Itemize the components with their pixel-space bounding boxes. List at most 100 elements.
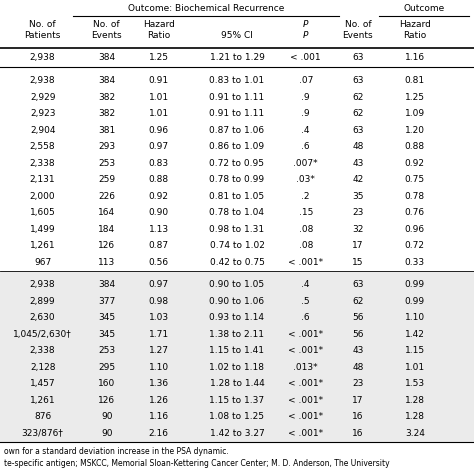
Text: .6: .6 — [301, 142, 310, 151]
Text: 1.28 to 1.44: 1.28 to 1.44 — [210, 379, 264, 388]
Text: 16: 16 — [352, 412, 364, 421]
Text: 184: 184 — [98, 225, 115, 234]
Text: 0.92: 0.92 — [149, 192, 169, 201]
Text: 2,923: 2,923 — [30, 109, 55, 118]
Text: 384: 384 — [98, 53, 115, 62]
Text: .007*: .007* — [293, 159, 318, 168]
Text: 0.78 to 1.04: 0.78 to 1.04 — [210, 208, 264, 217]
Text: 0.81: 0.81 — [405, 76, 425, 85]
Text: < .001: < .001 — [291, 53, 321, 62]
Text: 2,128: 2,128 — [30, 363, 55, 372]
Text: 1.42: 1.42 — [405, 330, 425, 339]
Text: 295: 295 — [98, 363, 115, 372]
Text: 126: 126 — [98, 396, 115, 405]
Text: 0.93 to 1.14: 0.93 to 1.14 — [210, 313, 264, 322]
Text: 1.15 to 1.37: 1.15 to 1.37 — [210, 396, 264, 405]
Text: 0.81 to 1.05: 0.81 to 1.05 — [210, 192, 264, 201]
Text: .6: .6 — [301, 313, 310, 322]
Text: .9: .9 — [301, 93, 310, 102]
Text: 0.76: 0.76 — [405, 208, 425, 217]
Text: 2,899: 2,899 — [30, 297, 55, 306]
Text: 17: 17 — [352, 241, 364, 250]
Text: No. of: No. of — [345, 20, 371, 29]
Text: 1.42 to 3.27: 1.42 to 3.27 — [210, 429, 264, 438]
Text: 2,131: 2,131 — [30, 175, 55, 184]
Text: 1.36: 1.36 — [149, 379, 169, 388]
Text: 1.15: 1.15 — [405, 346, 425, 355]
Text: 0.91: 0.91 — [149, 76, 169, 85]
Text: No. of: No. of — [29, 20, 56, 29]
Text: 2,904: 2,904 — [30, 126, 55, 135]
Text: 62: 62 — [352, 297, 364, 306]
Text: 1.25: 1.25 — [405, 93, 425, 102]
Text: 226: 226 — [98, 192, 115, 201]
Text: Events: Events — [91, 31, 122, 40]
Text: 1.53: 1.53 — [405, 379, 425, 388]
Text: Hazard: Hazard — [143, 20, 175, 29]
Text: 1.21 to 1.29: 1.21 to 1.29 — [210, 53, 264, 62]
Text: 113: 113 — [98, 258, 115, 267]
Text: own for a standard deviation increase in the PSA dynamic.: own for a standard deviation increase in… — [4, 447, 229, 456]
Text: Hazard: Hazard — [399, 20, 431, 29]
Text: 293: 293 — [98, 142, 115, 151]
Text: 967: 967 — [34, 258, 51, 267]
Text: 381: 381 — [98, 126, 115, 135]
Text: 1,261: 1,261 — [30, 241, 55, 250]
Text: Ratio: Ratio — [403, 31, 427, 40]
Text: 0.72 to 0.95: 0.72 to 0.95 — [210, 159, 264, 168]
Text: 0.90: 0.90 — [149, 208, 169, 217]
Text: No. of: No. of — [93, 20, 120, 29]
Text: 90: 90 — [101, 429, 112, 438]
Text: 1.02 to 1.18: 1.02 to 1.18 — [210, 363, 264, 372]
Text: 0.88: 0.88 — [405, 142, 425, 151]
Text: 0.99: 0.99 — [405, 297, 425, 306]
Text: Ratio: Ratio — [147, 31, 171, 40]
Text: .03*: .03* — [296, 175, 315, 184]
Text: 1,457: 1,457 — [30, 379, 55, 388]
Text: .013*: .013* — [293, 363, 318, 372]
Text: 0.83 to 1.01: 0.83 to 1.01 — [210, 76, 264, 85]
Text: < .001*: < .001* — [288, 429, 323, 438]
Text: 56: 56 — [352, 313, 364, 322]
Text: 1.09: 1.09 — [405, 109, 425, 118]
Text: 1.38 to 2.11: 1.38 to 2.11 — [210, 330, 264, 339]
Text: Outcome: Outcome — [403, 4, 445, 13]
Text: 0.87: 0.87 — [149, 241, 169, 250]
Text: 23: 23 — [352, 208, 364, 217]
Text: 43: 43 — [352, 346, 364, 355]
Text: 90: 90 — [101, 412, 112, 421]
Text: .9: .9 — [301, 109, 310, 118]
Text: 2,929: 2,929 — [30, 93, 55, 102]
Text: 2,000: 2,000 — [30, 192, 55, 201]
Text: .15: .15 — [299, 208, 313, 217]
Text: 1.03: 1.03 — [149, 313, 169, 322]
Text: < .001*: < .001* — [288, 379, 323, 388]
Text: te-specific antigen; MSKCC, Memorial Sloan-Kettering Cancer Center; M. D. Anders: te-specific antigen; MSKCC, Memorial Slo… — [4, 458, 390, 467]
Text: 48: 48 — [352, 363, 364, 372]
Text: 2,338: 2,338 — [30, 159, 55, 168]
Text: 384: 384 — [98, 280, 115, 289]
Text: 0.74 to 1.02: 0.74 to 1.02 — [210, 241, 264, 250]
Text: 95% CI: 95% CI — [221, 31, 253, 40]
Text: 1.20: 1.20 — [405, 126, 425, 135]
Text: Patients: Patients — [25, 31, 61, 40]
Text: P: P — [303, 20, 309, 29]
Text: 2,938: 2,938 — [30, 76, 55, 85]
Text: 0.96: 0.96 — [405, 225, 425, 234]
Text: 126: 126 — [98, 241, 115, 250]
Text: 259: 259 — [98, 175, 115, 184]
Text: P: P — [303, 31, 309, 40]
Text: 43: 43 — [352, 159, 364, 168]
Text: 1.13: 1.13 — [149, 225, 169, 234]
Text: 3.24: 3.24 — [405, 429, 425, 438]
Text: 0.96: 0.96 — [149, 126, 169, 135]
Text: 0.99: 0.99 — [405, 280, 425, 289]
Text: 15: 15 — [352, 258, 364, 267]
Text: < .001*: < .001* — [288, 258, 323, 267]
Text: 0.75: 0.75 — [405, 175, 425, 184]
Text: < .001*: < .001* — [288, 330, 323, 339]
Text: 63: 63 — [352, 53, 364, 62]
Text: 323/876†: 323/876† — [22, 429, 64, 438]
Text: 1.16: 1.16 — [149, 412, 169, 421]
Text: 16: 16 — [352, 429, 364, 438]
